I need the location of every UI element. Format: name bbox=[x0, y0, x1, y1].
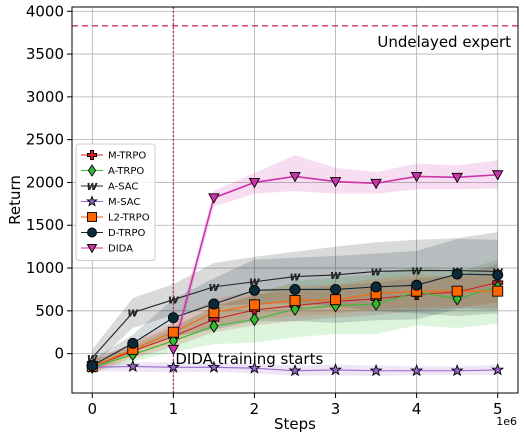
series-markers: wwwwwwwwwww bbox=[85, 170, 505, 377]
point-l2-trpo bbox=[249, 299, 260, 311]
point-m-sac bbox=[207, 360, 221, 373]
legend-label: M-SAC bbox=[108, 197, 140, 208]
axis-ticks: 0 1 2 3 4 5 0 500 1000 1500 2000 2500 3000 3500 4000 bbox=[26, 2, 503, 418]
point-dida bbox=[491, 170, 504, 181]
y-tick-label: 3500 bbox=[26, 45, 64, 63]
point-m-sac bbox=[410, 363, 424, 377]
point-a-sac: w bbox=[289, 270, 301, 284]
point-a-sac: w bbox=[127, 306, 139, 320]
point-m-sac bbox=[166, 360, 180, 373]
x-axis-label: Steps bbox=[274, 415, 316, 433]
y-tick-label: 4000 bbox=[26, 2, 64, 20]
point-a-sac: w bbox=[208, 280, 220, 294]
point-a-trpo bbox=[249, 312, 259, 327]
point-m-sac bbox=[288, 363, 302, 377]
point-l2-trpo bbox=[330, 294, 341, 306]
reference-label-vertical: DIDA training starts bbox=[175, 350, 323, 368]
point-a-trpo bbox=[209, 319, 219, 334]
point-d-trpo bbox=[208, 298, 220, 310]
reference-labels: Undelayed expert DIDA training starts bbox=[175, 33, 511, 368]
legend-label: M-TRPO bbox=[108, 151, 146, 162]
legend-marker-m-sac bbox=[86, 195, 98, 207]
y-tick-label: 1000 bbox=[26, 259, 64, 277]
plot-frame bbox=[71, 6, 519, 394]
point-a-sac: w bbox=[330, 268, 342, 282]
x-tick-label: 5 bbox=[493, 400, 503, 418]
point-d-trpo bbox=[249, 284, 260, 296]
legend-marker-dida bbox=[86, 243, 98, 254]
y-tick-label: 2000 bbox=[26, 173, 64, 191]
point-m-sac bbox=[369, 363, 383, 377]
x-tick-label: 1 bbox=[169, 400, 179, 418]
point-a-sac: w bbox=[411, 264, 423, 278]
point-dida bbox=[289, 172, 301, 183]
point-dida bbox=[167, 344, 180, 356]
legend-label: DIDA bbox=[108, 244, 133, 255]
point-dida bbox=[370, 178, 382, 190]
point-dida bbox=[410, 172, 423, 183]
point-l2-trpo bbox=[289, 295, 301, 307]
point-d-trpo bbox=[370, 281, 382, 293]
legend: M-TRPO A-TRPO w A-SAC M-SAC L2-TRPO D-TRPO DIDA bbox=[75, 143, 156, 261]
legend-label: A-SAC bbox=[108, 182, 138, 193]
legend-label: A-TRPO bbox=[108, 166, 144, 177]
y-tick-label: 1500 bbox=[26, 216, 64, 234]
point-d-trpo bbox=[167, 312, 179, 324]
point-dida bbox=[329, 177, 342, 188]
legend-label: D-TRPO bbox=[108, 228, 145, 239]
band-a-trpo bbox=[92, 259, 498, 374]
point-l2-trpo bbox=[167, 326, 179, 338]
point-a-sac: w bbox=[371, 264, 383, 278]
x-tick-label: 3 bbox=[331, 400, 341, 418]
band-dida bbox=[173, 155, 498, 358]
x-axis-multiplier: 1e6 bbox=[496, 415, 517, 428]
legend-marker-a-sac: w bbox=[86, 179, 98, 193]
point-d-trpo bbox=[492, 269, 504, 281]
x-tick-label: 4 bbox=[412, 400, 422, 418]
point-d-trpo bbox=[451, 268, 463, 280]
legend-marker-d-trpo bbox=[87, 227, 97, 238]
point-l2-trpo bbox=[451, 285, 463, 297]
y-tick-label: 0 bbox=[54, 345, 64, 363]
point-m-sac bbox=[126, 359, 140, 372]
point-d-trpo bbox=[127, 337, 139, 349]
point-a-trpo bbox=[290, 302, 300, 316]
x-tick-label: 0 bbox=[87, 400, 97, 418]
point-m-sac bbox=[247, 361, 261, 374]
reference-label-horizontal: Undelayed expert bbox=[377, 33, 511, 51]
y-tick-label: 3000 bbox=[26, 88, 64, 106]
point-d-trpo bbox=[330, 283, 341, 295]
point-a-trpo bbox=[371, 297, 381, 311]
point-d-trpo bbox=[289, 283, 301, 295]
point-m-sac bbox=[329, 363, 343, 376]
legend-label: L2-TRPO bbox=[108, 213, 150, 224]
point-dida bbox=[451, 172, 463, 184]
point-m-sac bbox=[491, 363, 505, 376]
point-dida bbox=[248, 178, 261, 189]
point-a-sac: w bbox=[168, 293, 180, 307]
point-dida bbox=[208, 193, 220, 204]
y-tick-label: 500 bbox=[35, 302, 64, 320]
x-tick-label: 2 bbox=[250, 400, 260, 418]
point-d-trpo bbox=[86, 360, 98, 372]
point-d-trpo bbox=[411, 279, 423, 291]
band-m-trpo bbox=[92, 263, 498, 373]
point-m-sac bbox=[450, 363, 464, 377]
y-axis-label: Return bbox=[6, 175, 24, 225]
point-l2-trpo bbox=[492, 285, 504, 297]
point-a-sac: w bbox=[249, 275, 261, 289]
legend-marker-m-trpo bbox=[87, 150, 97, 160]
y-tick-label: 2500 bbox=[26, 131, 64, 149]
line-a-sac bbox=[91, 270, 498, 359]
legend-marker-l2-trpo bbox=[87, 212, 97, 222]
legend-marker-a-trpo bbox=[87, 164, 97, 177]
band-l2-trpo bbox=[92, 274, 498, 373]
